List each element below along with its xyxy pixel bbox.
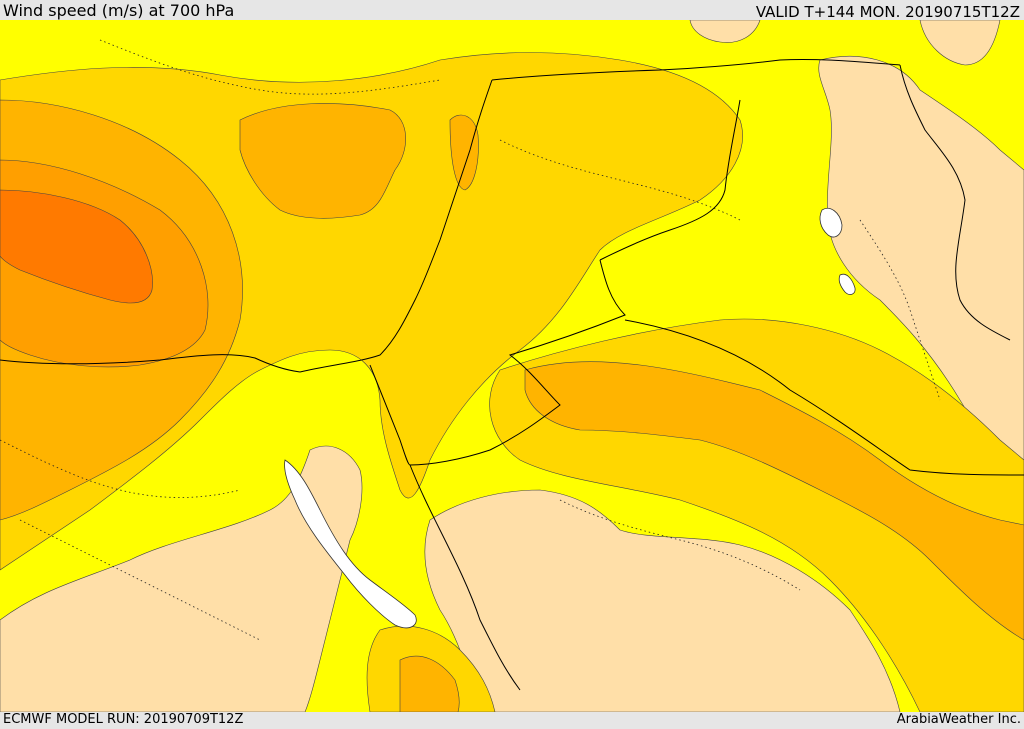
border-turkey-syria bbox=[491, 58, 901, 81]
calm-area-egypt bbox=[0, 445, 363, 712]
coastline-med bbox=[0, 354, 301, 373]
wind-band-orange bbox=[0, 159, 209, 368]
calm-areas bbox=[0, 20, 1024, 712]
model-run: ECMWF MODEL RUN: 20190709T12Z bbox=[3, 712, 244, 727]
border-jordan-saudi bbox=[409, 259, 626, 466]
dark-orange-core bbox=[0, 189, 153, 304]
dotted-boundary-3 bbox=[499, 139, 741, 221]
coastline-sinai-saudi bbox=[409, 464, 521, 691]
valid-time: VALID T+144 MON. 20190715T12Z bbox=[755, 3, 1020, 21]
border-iraq-iran bbox=[899, 64, 1011, 341]
border-syria-iraq bbox=[599, 99, 741, 261]
amber-spot-lebanon bbox=[449, 114, 479, 191]
lake-2 bbox=[838, 273, 856, 295]
wind-speed-map bbox=[0, 20, 1024, 712]
red-sea-gulf-of-suez bbox=[284, 459, 417, 629]
water-bodies bbox=[284, 208, 856, 629]
lake-1 bbox=[819, 208, 843, 238]
border-egypt-israel bbox=[369, 364, 411, 466]
map-title: Wind speed (m/s) at 700 hPa bbox=[3, 1, 235, 20]
dotted-boundary-1 bbox=[0, 439, 241, 498]
calm-area-north-2 bbox=[919, 20, 1001, 66]
calm-area-arabia bbox=[424, 489, 901, 712]
border-saudi-iraq bbox=[624, 319, 1024, 476]
amber-band-iraq bbox=[524, 361, 1024, 641]
header-bar: Wind speed (m/s) at 700 hPa VALID T+144 … bbox=[0, 0, 1024, 21]
internal-borders bbox=[0, 39, 941, 641]
dotted-boundary-2 bbox=[19, 519, 261, 641]
calm-area-east bbox=[818, 55, 1024, 491]
amber-band-cyprus bbox=[239, 103, 406, 219]
dotted-boundary-4 bbox=[559, 499, 801, 591]
amber-band-south bbox=[399, 655, 460, 712]
credit: ArabiaWeather Inc. bbox=[896, 712, 1021, 727]
footer-bar: ECMWF MODEL RUN: 20190709T12Z ArabiaWeat… bbox=[0, 712, 1024, 729]
political-borders bbox=[0, 58, 1024, 691]
calm-area-north bbox=[689, 20, 761, 43]
coastline-levant bbox=[299, 79, 493, 373]
